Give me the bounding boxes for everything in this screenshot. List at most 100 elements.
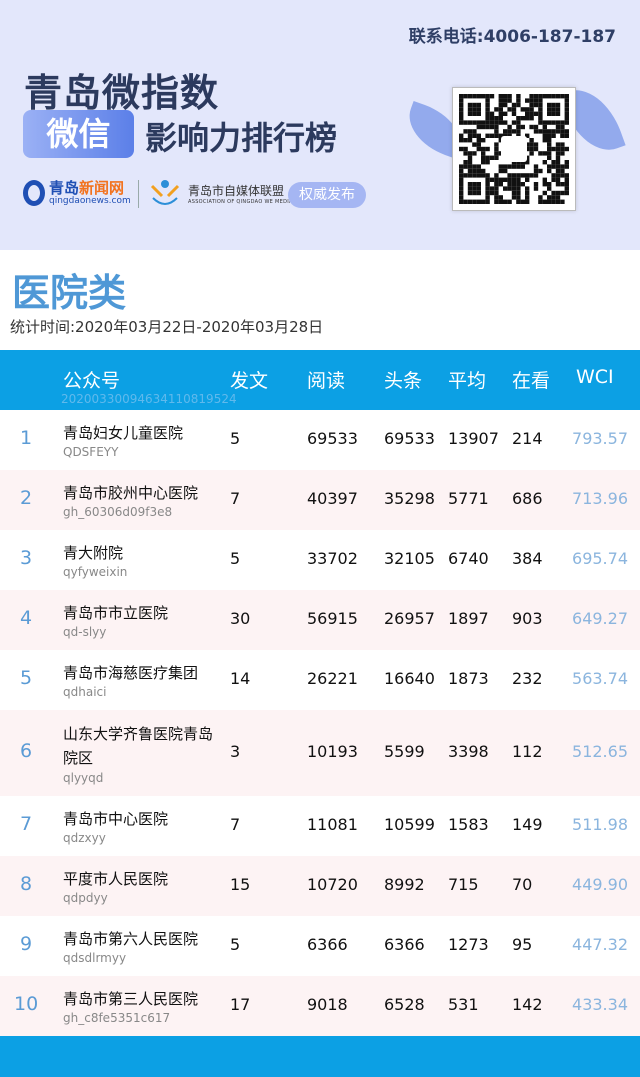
wci-value: 512.65 <box>572 742 628 761</box>
footer-bar <box>0 1036 640 1077</box>
rank: 10 <box>14 993 39 1015</box>
table-row[interactable]: 4 青岛市市立医院 qd-slyy 30 56915 26957 1897 903 649.27 <box>0 590 640 650</box>
account-name: 青岛市市立医院 <box>63 604 169 622</box>
qingdaonews-logo: 青岛新闻网 qingdaonews.com <box>23 180 131 206</box>
rank: 9 <box>19 933 33 955</box>
qr-code-image <box>459 94 569 204</box>
avg-value: 1273 <box>448 935 489 954</box>
col-wci: WCI <box>576 366 614 388</box>
col-looking: 在看 <box>512 370 551 392</box>
rank: 1 <box>19 427 33 449</box>
banner-title: 青岛微指数 <box>24 70 220 115</box>
table-row[interactable]: 3 青大附院 qyfyweixin 5 33702 32105 6740 384 695.74 <box>0 530 640 590</box>
qr-code[interactable] <box>452 87 576 211</box>
table-row[interactable]: 10 青岛市第三人民医院 gh_c8fe5351c617 17 9018 6528 531 1… <box>0 976 640 1036</box>
table-row[interactable]: 9 青岛市第六人民医院 qdsdlrmyy 5 6366 6366 1273 95 447.32 <box>0 916 640 976</box>
posts-value: 7 <box>230 815 241 834</box>
table-row[interactable]: 6 山东大学齐鲁医院青岛院区 qlyyqd 3 10193 5599 3398 112 512.… <box>0 710 640 796</box>
banner-subtitle: 影响力排行榜 <box>145 119 338 157</box>
reads-value: 6366 <box>307 935 348 954</box>
account-id: qlyyqd <box>63 771 104 785</box>
table-row[interactable]: 5 青岛市海慈医疗集团 qdhaici 14 26221 16640 1873 232 563.… <box>0 650 640 710</box>
table-row[interactable]: 8 平度市人民医院 qdpdyy 15 10720 8992 715 70 449.90 <box>0 856 640 916</box>
association-logo: 青岛市自媒体联盟 ASSOCIATION OF QINGDAO WE MEDIA <box>148 176 293 210</box>
avg-value: 1897 <box>448 609 489 628</box>
looking-value: 95 <box>512 935 533 954</box>
date-range: 统计时间:2020年03月22日-2020年03月28日 <box>10 318 324 336</box>
looking-value: 686 <box>512 489 543 508</box>
top-value: 32105 <box>384 549 435 568</box>
table-row[interactable]: 7 青岛市中心医院 qdzxyy 7 11081 10599 1583 149 511.98 <box>0 796 640 856</box>
wci-value: 511.98 <box>572 815 628 834</box>
avg-value: 1873 <box>448 669 489 688</box>
avg-value: 1583 <box>448 815 489 834</box>
wci-value: 649.27 <box>572 609 628 628</box>
account-name: 青岛市第三人民医院 <box>63 990 199 1008</box>
posts-value: 5 <box>230 549 241 568</box>
watermark-id: 20200330094634110819524 <box>61 392 237 406</box>
rank: 2 <box>19 487 33 509</box>
category-title: 医院类 <box>12 271 127 315</box>
wci-value: 713.96 <box>572 489 628 508</box>
top-value: 69533 <box>384 429 435 448</box>
posts-value: 5 <box>230 935 241 954</box>
account-name: 青岛妇女儿童医院 <box>63 424 184 442</box>
account-id: qdpdyy <box>63 891 108 905</box>
logo-name-a: 青岛 <box>49 179 80 197</box>
posts-value: 14 <box>230 669 251 688</box>
rank: 4 <box>19 607 33 629</box>
table-row[interactable]: 1 青岛妇女儿童医院 QDSFEYY 5 69533 69533 13907 214 793.5… <box>0 410 640 470</box>
rank: 5 <box>19 667 33 689</box>
association-en: ASSOCIATION OF QINGDAO WE MEDIA <box>188 198 293 205</box>
looking-value: 903 <box>512 609 543 628</box>
top-value: 35298 <box>384 489 435 508</box>
table-header: 公众号 发文 阅读 头条 平均 在看 WCI <box>0 350 640 410</box>
top-value: 5599 <box>384 742 425 761</box>
posts-value: 7 <box>230 489 241 508</box>
logo-domain: qingdaonews.com <box>49 196 131 206</box>
account-id: qdzxyy <box>63 831 106 845</box>
posts-value: 5 <box>230 429 241 448</box>
account-name: 平度市人民医院 <box>63 870 169 888</box>
table-row[interactable]: 2 青岛市胶州中心医院 gh_60306d09f3e8 7 40397 35298 5771… <box>0 470 640 530</box>
account-name: 山东大学齐鲁医院青岛院区 <box>63 725 214 767</box>
posts-value: 30 <box>230 609 251 628</box>
looking-value: 142 <box>512 995 543 1014</box>
account-id: qd-slyy <box>63 625 107 639</box>
reads-value: 9018 <box>307 995 348 1014</box>
avg-value: 6740 <box>448 549 489 568</box>
account-id: qdsdlrmyy <box>63 951 127 965</box>
rank: 6 <box>19 740 33 762</box>
avg-value: 13907 <box>448 429 499 448</box>
rank: 7 <box>19 813 33 835</box>
account-name: 青大附院 <box>63 544 124 562</box>
col-top: 头条 <box>384 370 423 392</box>
account-name: 青岛市中心医院 <box>63 810 169 828</box>
wci-value: 433.34 <box>572 995 628 1014</box>
account-name: 青岛市第六人民医院 <box>63 930 199 948</box>
top-value: 6366 <box>384 935 425 954</box>
logo-divider <box>138 180 139 208</box>
reads-value: 40397 <box>307 489 358 508</box>
looking-value: 112 <box>512 742 543 761</box>
top-value: 10599 <box>384 815 435 834</box>
reads-value: 10193 <box>307 742 358 761</box>
account-id: gh_60306d09f3e8 <box>63 505 173 519</box>
col-account: 公众号 <box>63 370 121 392</box>
account-id: qyfyweixin <box>63 565 128 579</box>
reads-value: 56915 <box>307 609 358 628</box>
top-value: 8992 <box>384 875 425 894</box>
wechat-badge: 微信 <box>23 110 134 158</box>
looking-value: 214 <box>512 429 543 448</box>
association-emblem-icon <box>150 180 180 205</box>
account-id: qdhaici <box>63 685 107 699</box>
avg-value: 531 <box>448 995 479 1014</box>
logo-name-b: 新闻网 <box>79 179 125 197</box>
looking-value: 70 <box>512 875 533 894</box>
wci-value: 563.74 <box>572 669 628 688</box>
posts-value: 17 <box>230 995 251 1014</box>
logo-q-icon <box>23 180 45 206</box>
avg-value: 5771 <box>448 489 489 508</box>
top-value: 16640 <box>384 669 435 688</box>
col-posts: 发文 <box>230 370 269 392</box>
